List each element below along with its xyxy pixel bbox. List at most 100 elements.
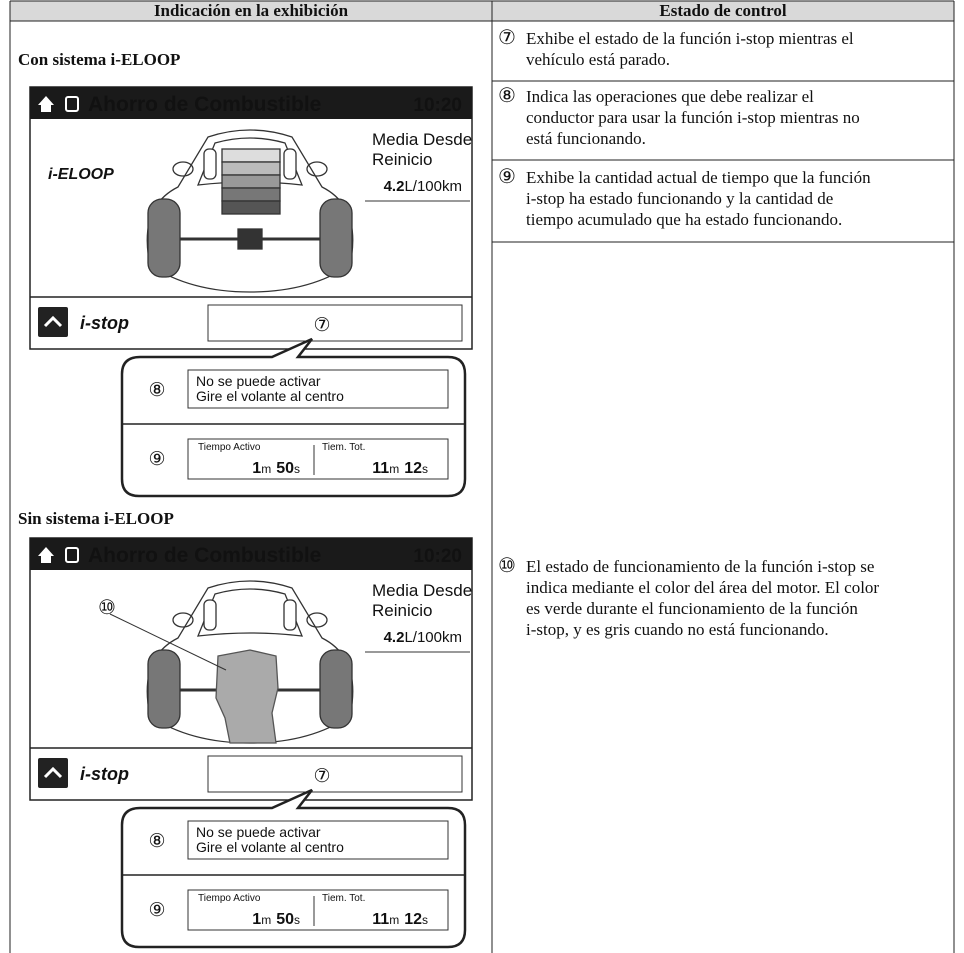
storage-cell bbox=[221, 200, 281, 215]
app-icon bbox=[65, 96, 79, 112]
time-number: 50 bbox=[276, 911, 294, 928]
time-number: 1 bbox=[252, 911, 261, 928]
section-title: Con sistema i-ELOOP bbox=[18, 50, 180, 69]
time-unit: s bbox=[422, 913, 428, 927]
callout-bubble bbox=[120, 337, 467, 498]
message-line: No se puede activar bbox=[196, 824, 321, 840]
time-number: 1 bbox=[252, 460, 261, 477]
up-button bbox=[38, 307, 68, 337]
status-box bbox=[207, 755, 463, 793]
avg-value: 4.2L/100km bbox=[384, 629, 462, 646]
table-lines bbox=[9, 0, 955, 953]
time-number: 12 bbox=[404, 460, 422, 477]
time-box bbox=[187, 438, 449, 480]
state-text: El estado de funcionamiento de la funció… bbox=[526, 557, 874, 576]
message-box bbox=[187, 369, 449, 409]
message-line: No se puede activar bbox=[196, 373, 321, 389]
storage-cell bbox=[221, 161, 281, 176]
front-wheel bbox=[319, 649, 353, 729]
state-text: conductor para usar la función i-stop mi… bbox=[526, 108, 860, 127]
column-header: Indicación en la exhibición bbox=[154, 1, 349, 20]
time-value: 1m 50s bbox=[252, 911, 300, 928]
status-box bbox=[207, 304, 463, 342]
rear-wheel bbox=[203, 148, 217, 180]
rear-wheel bbox=[283, 148, 297, 180]
time-label: Tiempo Activo bbox=[198, 442, 261, 453]
state-text: tiempo acumulado que ha estado funcionan… bbox=[526, 210, 842, 229]
callout-bubble bbox=[120, 788, 467, 949]
state-text: es verde durante el funcionamiento de la… bbox=[526, 599, 858, 618]
state-text: vehículo está parado. bbox=[526, 50, 670, 69]
screen-header-bar bbox=[30, 538, 472, 570]
screen-title: Ahorro de Combustible bbox=[88, 93, 321, 116]
status-marker: ⑦ bbox=[313, 765, 330, 787]
avg-label: Reinicio bbox=[372, 601, 432, 620]
time-label: Tiem. Tot. bbox=[322, 893, 365, 904]
time-label: Tiem. Tot. bbox=[322, 442, 365, 453]
time-label: Tiempo Activo bbox=[198, 893, 261, 904]
app-icon bbox=[65, 547, 79, 563]
istop-label: i-stop bbox=[80, 313, 129, 333]
storage-cell bbox=[221, 187, 281, 202]
time-box bbox=[187, 889, 449, 931]
engine-marker: ⑩ bbox=[98, 595, 116, 619]
front-wheel bbox=[147, 198, 181, 278]
storage-cell bbox=[221, 174, 281, 189]
clock: 10:20 bbox=[413, 95, 462, 116]
leader-line bbox=[109, 613, 227, 671]
rear-wheel bbox=[283, 599, 297, 631]
time-number: 50 bbox=[276, 460, 294, 477]
time-value: 11m 12s bbox=[372, 911, 428, 928]
screen-header-bar bbox=[30, 87, 472, 119]
mirror bbox=[306, 161, 328, 177]
state-marker: ⑩ bbox=[498, 553, 516, 577]
screen: Ahorro de Combustible 10:20 Media DesdeRei… bbox=[29, 86, 473, 498]
message-marker: ⑧ bbox=[148, 379, 165, 401]
avg-label: Media Desde bbox=[372, 581, 472, 600]
front-wheel bbox=[147, 649, 181, 729]
column-header: Estado de control bbox=[659, 1, 786, 20]
time-value: 1m 50s bbox=[252, 460, 300, 477]
screen: Ahorro de Combustible 10:20 Media DesdeRei… bbox=[29, 537, 473, 949]
state-text: indica mediante el color del área del mo… bbox=[526, 578, 879, 597]
clock: 10:20 bbox=[413, 546, 462, 567]
avg-number: 4.2 bbox=[384, 629, 405, 646]
message-marker: ⑧ bbox=[148, 830, 165, 852]
up-chevron bbox=[43, 315, 63, 328]
screen-title: Ahorro de Combustible bbox=[88, 544, 321, 567]
time-marker: ⑨ bbox=[148, 899, 165, 921]
state-text: Exhibe la cantidad actual de tiempo que … bbox=[526, 168, 871, 187]
time-number: 11 bbox=[372, 460, 389, 477]
home-icon bbox=[38, 96, 54, 112]
time-unit: m bbox=[389, 462, 399, 476]
avg-value: 4.2L/100km bbox=[384, 178, 462, 195]
up-chevron bbox=[43, 766, 63, 779]
mirror bbox=[306, 612, 328, 628]
home-icon bbox=[38, 547, 54, 563]
state-text: Exhibe el estado de la función i-stop mi… bbox=[526, 29, 854, 48]
system-label: i-ELOOP bbox=[48, 166, 114, 183]
message-line: Gire el volante al centro bbox=[196, 839, 344, 855]
time-marker: ⑨ bbox=[148, 448, 165, 470]
section-title: Sin sistema i-ELOOP bbox=[18, 509, 174, 528]
message-box bbox=[187, 820, 449, 860]
alternator bbox=[237, 228, 263, 250]
time-unit: m bbox=[261, 462, 271, 476]
time-unit: m bbox=[389, 913, 399, 927]
state-text: i-stop ha estado funcionando y la cantid… bbox=[526, 189, 833, 208]
time-unit: s bbox=[294, 913, 300, 927]
avg-unit: L/100km bbox=[404, 629, 462, 646]
up-button bbox=[38, 758, 68, 788]
car-illustration bbox=[146, 129, 354, 293]
message-line: Gire el volante al centro bbox=[196, 388, 344, 404]
storage-cell bbox=[221, 148, 281, 163]
time-value: 11m 12s bbox=[372, 460, 428, 477]
avg-unit: L/100km bbox=[404, 178, 462, 195]
state-text: i-stop, y es gris cuando no está funcion… bbox=[526, 620, 829, 639]
mirror bbox=[172, 612, 194, 628]
rear-wheel bbox=[203, 599, 217, 631]
time-unit: m bbox=[261, 913, 271, 927]
state-marker: ⑦ bbox=[498, 25, 516, 49]
